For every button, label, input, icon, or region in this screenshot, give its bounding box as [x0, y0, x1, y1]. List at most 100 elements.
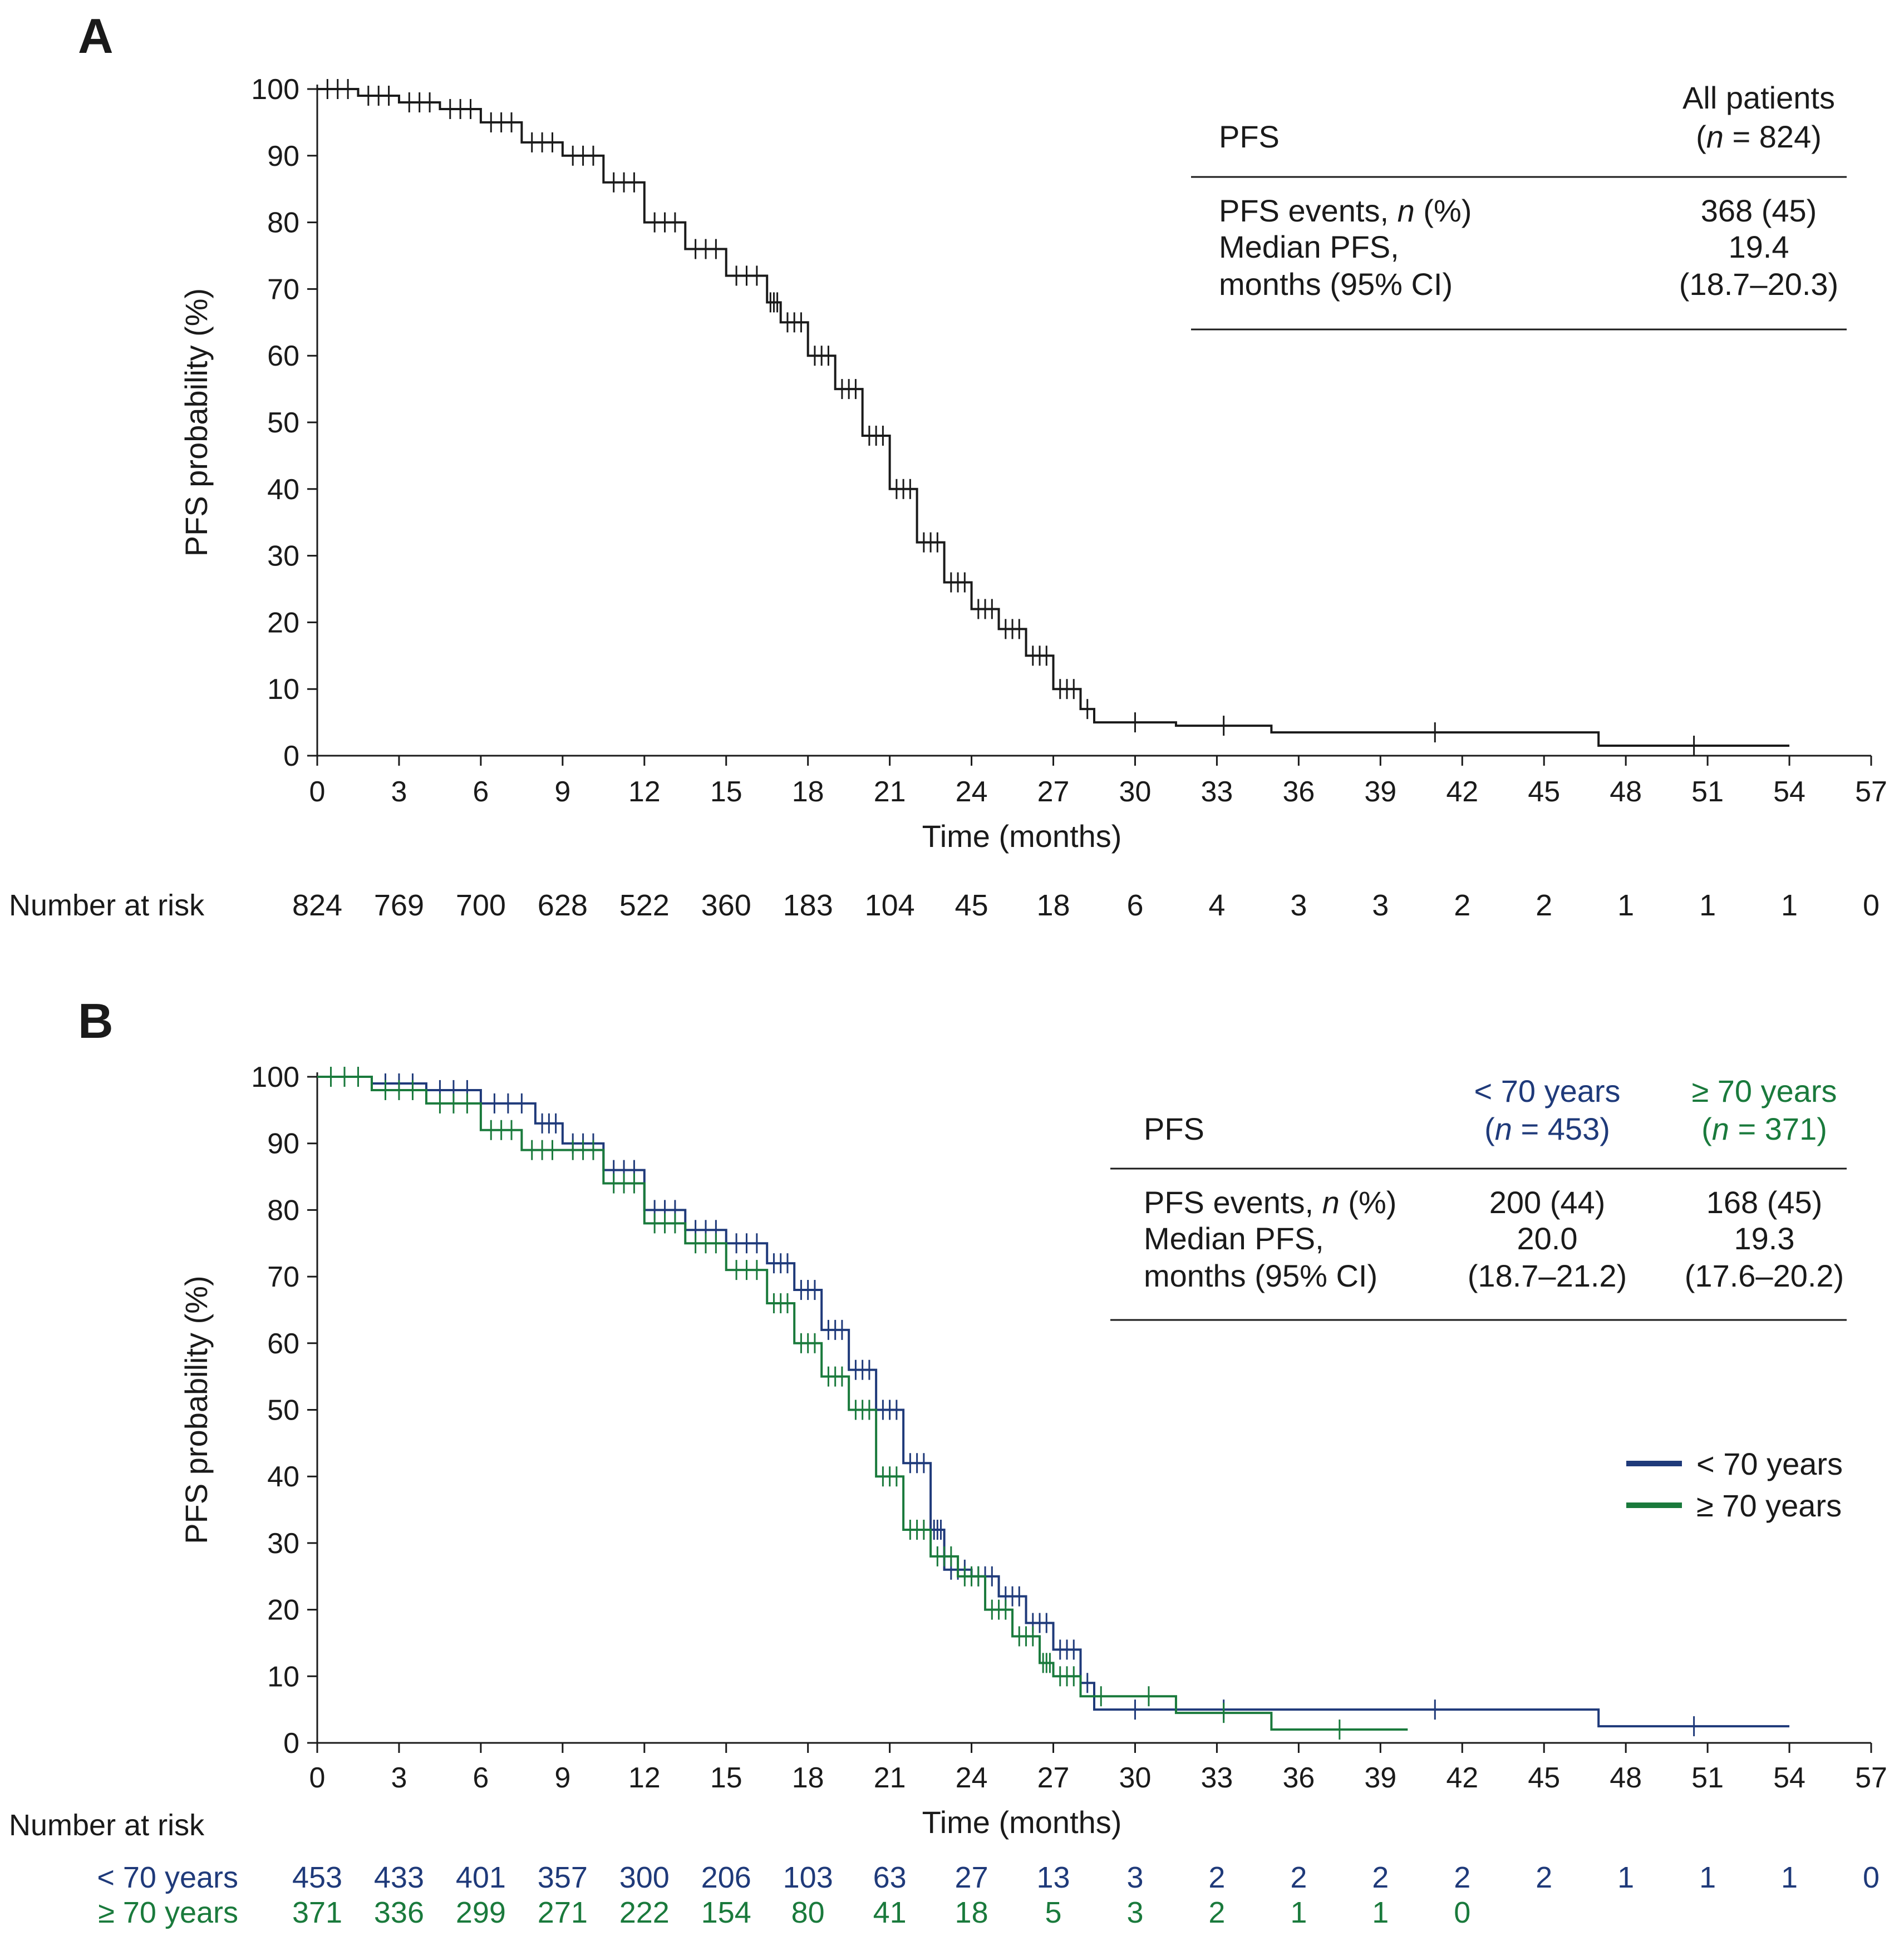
x-tick-label: 57	[1855, 1762, 1887, 1794]
table-row-label: months (95% CI)	[1219, 267, 1453, 302]
x-tick-label: 48	[1610, 776, 1642, 808]
risk-value: 183	[783, 889, 833, 922]
x-tick-label: 30	[1119, 776, 1152, 808]
x-axis-title: Time (months)	[922, 1805, 1122, 1840]
x-tick-label: 54	[1773, 1762, 1805, 1794]
table-row-label: PFS events, n (%)	[1144, 1185, 1396, 1220]
risk-value: 2	[1290, 1861, 1307, 1894]
risk-value: 2	[1454, 1861, 1470, 1894]
risk-value: 18	[955, 1896, 988, 1929]
risk-value: 769	[374, 889, 424, 922]
y-axis-title: PFS probability (%)	[179, 1275, 214, 1544]
risk-value: 154	[701, 1896, 751, 1929]
number-at-risk-title: Number at risk	[9, 889, 205, 922]
table-cell: 168 (45)	[1706, 1185, 1823, 1220]
risk-value: 453	[292, 1861, 342, 1894]
x-tick-label: 0	[309, 1762, 326, 1794]
x-tick-label: 6	[473, 1762, 489, 1794]
table-column-n: (n = 824)	[1696, 119, 1822, 154]
x-tick-label: 3	[391, 1762, 407, 1794]
x-tick-label: 48	[1610, 1762, 1642, 1794]
number-at-risk-title: Number at risk	[9, 1809, 205, 1842]
y-tick-label: 90	[267, 1128, 299, 1160]
risk-value: 522	[619, 889, 670, 922]
y-tick-label: 40	[267, 474, 299, 506]
risk-value: 2	[1454, 889, 1470, 922]
y-tick-label: 10	[267, 1661, 299, 1693]
risk-value: 3	[1126, 1861, 1143, 1894]
y-tick-label: 40	[267, 1461, 299, 1493]
x-tick-label: 24	[956, 1762, 988, 1794]
risk-value: 222	[619, 1896, 670, 1929]
y-tick-label: 100	[251, 1061, 299, 1093]
risk-value: 700	[456, 889, 506, 922]
risk-value: 0	[1863, 1861, 1880, 1894]
table-header-label: PFS	[1219, 119, 1280, 154]
y-tick-label: 70	[267, 1261, 299, 1293]
table-cell: 200 (44)	[1489, 1185, 1606, 1220]
risk-value: 63	[873, 1861, 907, 1894]
risk-value: 401	[456, 1861, 506, 1894]
table-row-label: Median PFS,	[1144, 1221, 1324, 1256]
risk-value: 336	[374, 1896, 424, 1929]
risk-value: 103	[783, 1861, 833, 1894]
risk-value: 6	[1126, 889, 1143, 922]
y-tick-label: 0	[283, 740, 299, 772]
risk-value: 80	[791, 1896, 825, 1929]
risk-value: 299	[456, 1896, 506, 1929]
x-tick-label: 24	[956, 776, 988, 808]
table-column-n: (n = 371)	[1701, 1111, 1827, 1146]
x-tick-label: 33	[1201, 1762, 1233, 1794]
y-tick-label: 10	[267, 673, 299, 706]
y-tick-label: 80	[267, 1194, 299, 1226]
risk-value: 18	[1036, 889, 1070, 922]
table-cell: (18.7–21.2)	[1468, 1258, 1627, 1293]
risk-value: 3	[1372, 889, 1389, 922]
x-tick-label: 54	[1773, 776, 1805, 808]
risk-value: 1	[1372, 1896, 1389, 1929]
risk-value: 2	[1372, 1861, 1389, 1894]
y-tick-label: 50	[267, 407, 299, 439]
x-tick-label: 18	[792, 776, 824, 808]
risk-value: 5	[1045, 1896, 1062, 1929]
risk-value: 206	[701, 1861, 751, 1894]
risk-value: 2	[1208, 1861, 1225, 1894]
table-cell: 19.3	[1734, 1221, 1795, 1256]
x-tick-label: 33	[1201, 776, 1233, 808]
y-tick-label: 0	[283, 1727, 299, 1760]
table-row-label: months (95% CI)	[1144, 1258, 1377, 1293]
table-header-label: PFS	[1144, 1111, 1204, 1146]
table-cell: 20.0	[1517, 1221, 1578, 1256]
x-tick-label: 39	[1364, 1762, 1396, 1794]
x-tick-label: 42	[1446, 1762, 1478, 1794]
panel-letter: B	[78, 993, 114, 1048]
table-cell: 19.4	[1729, 229, 1789, 264]
y-tick-label: 30	[267, 540, 299, 573]
risk-value: 1	[1699, 1861, 1716, 1894]
risk-row-label: < 70 years	[97, 1861, 238, 1894]
y-tick-label: 20	[267, 1594, 299, 1627]
x-tick-label: 6	[473, 776, 489, 808]
risk-value: 357	[538, 1861, 588, 1894]
y-tick-label: 60	[267, 340, 299, 372]
risk-value: 2	[1208, 1896, 1225, 1929]
x-tick-label: 30	[1119, 1762, 1152, 1794]
x-tick-label: 57	[1855, 776, 1887, 808]
y-tick-label: 80	[267, 207, 299, 239]
table-row-label: Median PFS,	[1219, 229, 1399, 264]
x-tick-label: 51	[1691, 776, 1724, 808]
x-tick-label: 45	[1528, 1762, 1560, 1794]
x-tick-label: 12	[628, 1762, 661, 1794]
y-tick-label: 30	[267, 1528, 299, 1560]
table-column-n: (n = 453)	[1484, 1111, 1610, 1146]
x-tick-label: 15	[710, 1762, 742, 1794]
y-axis-title: PFS probability (%)	[179, 288, 214, 556]
table-column-header: < 70 years	[1474, 1073, 1620, 1109]
y-tick-label: 100	[251, 73, 299, 106]
risk-value: 0	[1863, 889, 1880, 922]
km-curve-under-70	[317, 1076, 1790, 1728]
table-column-header: ≥ 70 years	[1691, 1073, 1837, 1109]
risk-value: 628	[538, 889, 588, 922]
panel-letter: A	[78, 8, 114, 63]
table-cell: (17.6–20.2)	[1685, 1258, 1844, 1293]
